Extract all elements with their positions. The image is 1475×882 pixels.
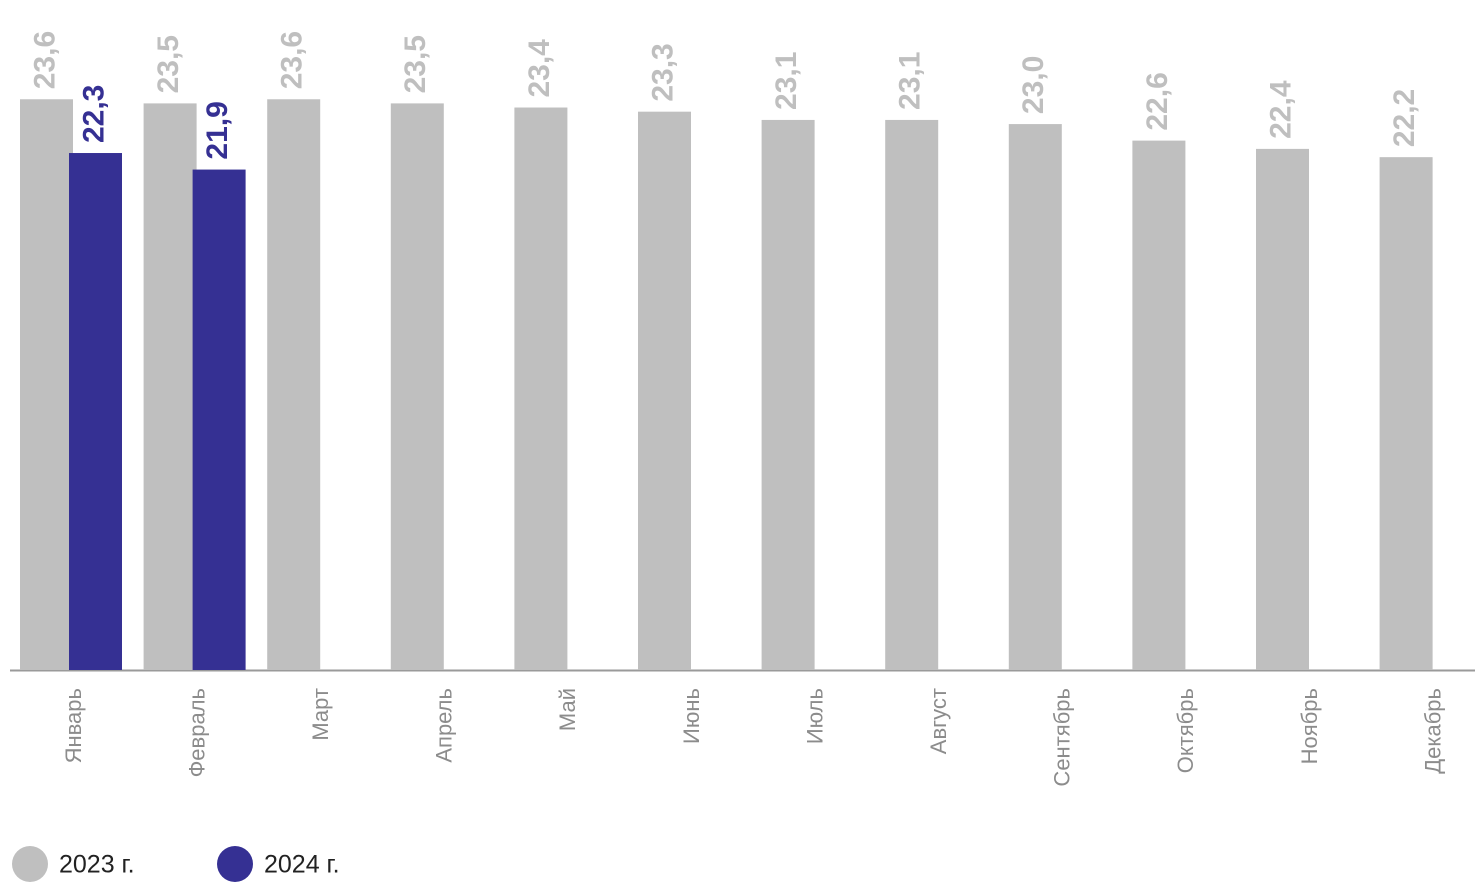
- x-tick-label: Апрель: [432, 688, 457, 763]
- x-tick-label: Июнь: [679, 688, 704, 744]
- bar: [761, 119, 815, 670]
- bar: [638, 111, 691, 670]
- x-tick-label: Март: [308, 688, 333, 741]
- bar: [1132, 140, 1186, 670]
- value-label: 22,6: [1141, 72, 1174, 130]
- legend-label: 2023 г.: [59, 851, 135, 879]
- x-tick-label: Декабрь: [1420, 688, 1445, 774]
- bar: [267, 99, 321, 670]
- bar: [20, 99, 73, 670]
- x-tick-label: Август: [926, 688, 951, 754]
- bar: [1008, 124, 1062, 670]
- value-label: 23,5: [152, 35, 185, 93]
- value-label: 23,3: [646, 43, 679, 101]
- value-label: 23,1: [770, 52, 803, 110]
- x-tick-label: Февраль: [184, 688, 209, 777]
- value-label: 22,3: [77, 85, 110, 143]
- x-tick-label: Июль: [802, 688, 827, 744]
- bar: [192, 169, 246, 670]
- bar: [1379, 157, 1433, 670]
- x-tick-label: Сентябрь: [1050, 688, 1075, 787]
- bar: [514, 107, 568, 670]
- value-label: 22,4: [1264, 80, 1297, 139]
- x-tick-label: Ноябрь: [1297, 688, 1322, 764]
- value-label: 23,1: [894, 52, 927, 110]
- bar: [390, 103, 444, 670]
- bar: [143, 103, 197, 670]
- value-label: 21,9: [201, 101, 234, 159]
- value-label: 22,2: [1388, 89, 1421, 147]
- bar: [885, 119, 939, 670]
- bar: [69, 153, 122, 671]
- value-label: 23,6: [276, 31, 309, 89]
- value-label: 23,6: [28, 31, 61, 89]
- legend-marker: [12, 846, 48, 882]
- legend-marker: [217, 846, 253, 882]
- x-tick-label: Октябрь: [1173, 688, 1198, 773]
- value-label: 23,5: [399, 35, 432, 93]
- value-label: 23,0: [1017, 56, 1050, 114]
- value-label: 23,4: [523, 39, 556, 98]
- bar: [1256, 148, 1309, 670]
- legend-label: 2024 г.: [264, 851, 340, 879]
- x-tick-label: Январь: [61, 688, 86, 763]
- x-tick-label: Май: [555, 688, 580, 731]
